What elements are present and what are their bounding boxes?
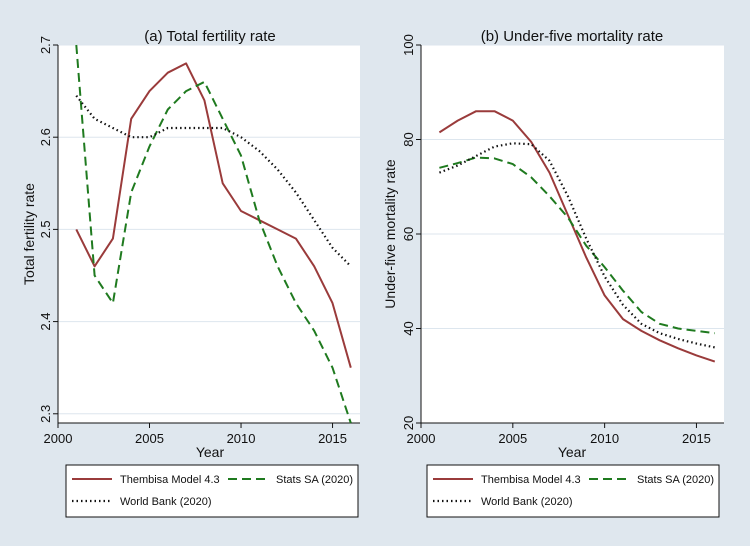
y-axis-title: Total fertility rate [21,183,37,285]
legend-label-thembisa: Thembisa Model 4.3 [481,474,581,486]
x-tick-label: 2005 [135,431,164,446]
legend-label-statssa: Stats SA (2020) [637,474,714,486]
y-tick-label: 2.4 [38,313,53,331]
legend-label-thembisa: Thembisa Model 4.3 [120,474,220,486]
x-tick-label: 2000 [44,431,73,446]
y-tick-label: 20 [401,416,416,430]
x-axis-title: Year [196,444,225,460]
y-tick-label: 100 [401,34,416,56]
y-tick-label: 2.3 [38,405,53,423]
series-line-thembisa [75,62,352,368]
x-axis-title: Year [558,444,587,460]
series-line-worldbank [439,142,716,349]
legend-box [426,464,720,518]
y-tick-label: 2.6 [38,128,53,146]
series-line-statssa [439,156,715,335]
y-tick-label: 60 [401,227,416,241]
series-line-worldbank [75,95,352,268]
chart-panel-1: 2.3 2.4 2.5 2.6 2.7 2000 2005 2010 2015 (a) Total… [21,28,360,518]
y-axis-title: Under-five mortality rate [382,159,398,309]
series-line-statssa [75,44,352,424]
plot-area [58,45,360,423]
legend-box [65,464,359,518]
chart-title: (a) Total fertility rate [144,28,275,45]
chart-title: (b) Under-five mortality rate [481,28,664,45]
legend: Thembisa Model 4.3 Stats SA (2020) World B… [426,464,720,518]
x-tick-label: 2010 [227,431,256,446]
series-line-thembisa [438,110,716,363]
x-tick-label: 2015 [318,431,347,446]
y-tick-label: 2.5 [38,220,53,238]
x-tick-label: 2005 [498,431,527,446]
legend: Thembisa Model 4.3 Stats SA (2020) World B… [65,464,359,518]
x-tick-label: 2000 [407,431,436,446]
legend-label-worldbank: World Bank (2020) [481,496,573,508]
x-tick-label: 2015 [682,431,711,446]
x-tick-label: 2010 [590,431,619,446]
y-tick-label: 40 [401,321,416,335]
y-tick-label: 80 [401,132,416,146]
chart-panel-2: 20 40 60 80 100 2000 2005 2010 2015 (b) Under-fiv… [382,28,724,518]
y-tick-label: 2.7 [38,36,53,54]
legend-label-worldbank: World Bank (2020) [120,496,212,508]
legend-label-statssa: Stats SA (2020) [276,474,353,486]
